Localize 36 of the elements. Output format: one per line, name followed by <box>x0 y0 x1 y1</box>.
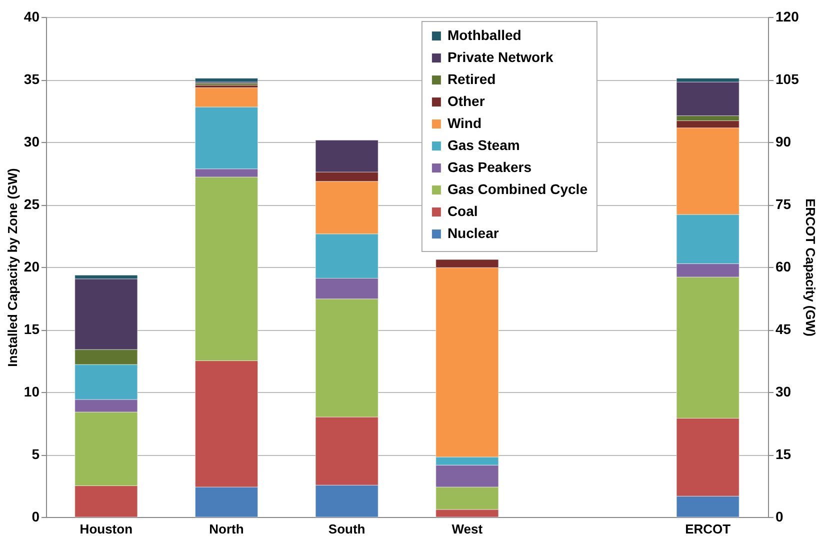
legend-label: Gas Steam <box>447 137 520 153</box>
y2-tick-label: 30 <box>776 384 792 400</box>
legend-label: Retired <box>447 71 496 87</box>
y2-axis-title: ERCOT Capacity (GW) <box>802 198 818 336</box>
y-tick-label: 30 <box>24 134 40 150</box>
bar <box>195 78 258 82</box>
y-tick-label: 0 <box>32 508 40 524</box>
legend-label: Coal <box>447 203 478 219</box>
y-tick-label: 20 <box>24 258 40 274</box>
y-tick-label: 25 <box>24 196 40 212</box>
x-tick-label: North <box>209 522 244 536</box>
y-axis-title: Installed Capacity by Zone (GW) <box>4 168 20 367</box>
legend-label: Gas Combined Cycle <box>447 181 588 197</box>
legend-label: Private Network <box>447 49 554 65</box>
y2-tick-label: 45 <box>776 321 792 337</box>
legend-label: Other <box>447 93 486 109</box>
legend-label: Nuclear <box>447 225 500 241</box>
y2-tick-label: 75 <box>776 196 792 212</box>
y-tick-label: 35 <box>24 71 40 87</box>
x-tick-label: Houston <box>80 522 133 536</box>
y-tick-label: 10 <box>24 384 40 400</box>
x-tick-label: South <box>328 522 366 536</box>
legend-label: Gas Peakers <box>447 159 532 175</box>
y2-tick-label: 90 <box>776 134 792 150</box>
legend-label: Wind <box>447 115 482 131</box>
x-tick-label: ERCOT <box>685 522 731 536</box>
y-tick-label: 5 <box>32 446 40 462</box>
x-tick-label: West <box>452 522 484 536</box>
y-tick-label: 15 <box>24 321 40 337</box>
y2-tick-label: 0 <box>776 508 784 524</box>
y2-tick-label: 60 <box>776 258 792 274</box>
y2-tick-label: 105 <box>776 71 800 87</box>
y-tick-label: 40 <box>24 8 40 24</box>
y2-tick-label: 120 <box>776 8 800 24</box>
y2-tick-label: 15 <box>776 446 792 462</box>
legend-label: Mothballed <box>447 27 522 43</box>
